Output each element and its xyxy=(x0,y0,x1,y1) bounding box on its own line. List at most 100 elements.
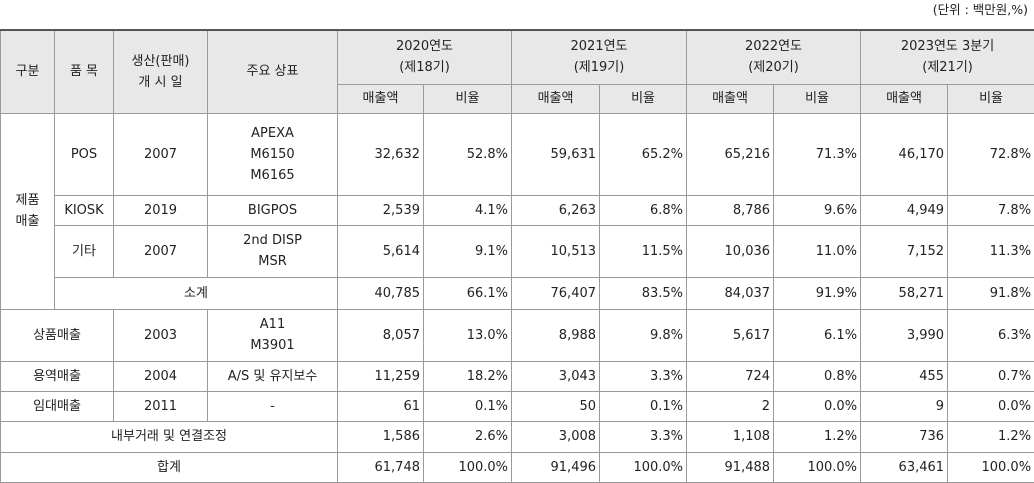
col-header-category: 구분 xyxy=(1,30,55,113)
table-row-goods: 상품매출 2003 A11 M3901 8,057 13.0% 8,988 9.… xyxy=(1,309,1034,361)
ratio-cell: 13.0% xyxy=(424,309,512,361)
group-label-line1: 제품 xyxy=(5,190,50,211)
ratio-cell: 72.8% xyxy=(948,113,1034,195)
sales-table: 구분 품 목 생산(판매) 개 시 일 주요 상표 2020연도 (제18기) … xyxy=(0,29,1034,483)
total-label: 합계 xyxy=(1,452,338,482)
sales-cell: 11,259 xyxy=(338,361,424,391)
sales-cell: 724 xyxy=(687,361,774,391)
ratio-cell: 3.3% xyxy=(600,361,687,391)
ratio-cell: 1.2% xyxy=(774,421,861,452)
sales-cell: 32,632 xyxy=(338,113,424,195)
year-header-2023-q3: 2023연도 3분기 (제21기) xyxy=(861,30,1034,84)
ratio-header: 비율 xyxy=(774,84,861,113)
ratio-cell: 0.1% xyxy=(600,391,687,421)
ratio-cell: 66.1% xyxy=(424,277,512,309)
ratio-cell: 9.6% xyxy=(774,195,861,225)
sales-cell: 1,108 xyxy=(687,421,774,452)
ratio-cell: 100.0% xyxy=(600,452,687,482)
sales-header: 매출액 xyxy=(687,84,774,113)
item-cell: POS xyxy=(55,113,114,195)
sales-cell: 3,008 xyxy=(512,421,600,452)
sales-cell: 5,614 xyxy=(338,225,424,277)
ratio-cell: 2.6% xyxy=(424,421,512,452)
brand-name: MSR xyxy=(212,251,333,272)
group-label-line2: 매출 xyxy=(5,211,50,232)
sales-cell: 5,617 xyxy=(687,309,774,361)
ratio-cell: 71.3% xyxy=(774,113,861,195)
category-cell: 용역매출 xyxy=(1,361,114,391)
ratio-cell: 65.2% xyxy=(600,113,687,195)
table-row-total: 합계 61,748 100.0% 91,496 100.0% 91,488 10… xyxy=(1,452,1034,482)
col-header-item: 품 목 xyxy=(55,30,114,113)
sales-cell: 61 xyxy=(338,391,424,421)
brand-cell: 2nd DISP MSR xyxy=(208,225,338,277)
subtotal-label: 소계 xyxy=(55,277,338,309)
sales-cell: 4,949 xyxy=(861,195,948,225)
ratio-cell: 100.0% xyxy=(774,452,861,482)
ratio-cell: 100.0% xyxy=(948,452,1034,482)
year-header-2021: 2021연도 (제19기) xyxy=(512,30,687,84)
sales-cell: 2,539 xyxy=(338,195,424,225)
sales-cell: 10,036 xyxy=(687,225,774,277)
sales-cell: 76,407 xyxy=(512,277,600,309)
brand-name: M6150 xyxy=(212,144,333,165)
sales-cell: 46,170 xyxy=(861,113,948,195)
table-row-etc: 기타 2007 2nd DISP MSR 5,614 9.1% 10,513 1… xyxy=(1,225,1034,277)
sales-header: 매출액 xyxy=(512,84,600,113)
sales-cell: 8,057 xyxy=(338,309,424,361)
launch-header-line1: 생산(판매) xyxy=(118,51,203,72)
ratio-cell: 11.0% xyxy=(774,225,861,277)
table-row-pos: 제품 매출 POS 2007 APEXA M6150 M6165 32,632 … xyxy=(1,113,1034,195)
sales-cell: 7,152 xyxy=(861,225,948,277)
sales-cell: 91,496 xyxy=(512,452,600,482)
ratio-cell: 1.2% xyxy=(948,421,1034,452)
ratio-cell: 6.8% xyxy=(600,195,687,225)
category-cell: 임대매출 xyxy=(1,391,114,421)
sales-header: 매출액 xyxy=(338,84,424,113)
category-cell: 상품매출 xyxy=(1,309,114,361)
ratio-cell: 0.7% xyxy=(948,361,1034,391)
item-cell: KIOSK xyxy=(55,195,114,225)
sales-cell: 6,263 xyxy=(512,195,600,225)
ratio-cell: 4.1% xyxy=(424,195,512,225)
launch-cell: 2019 xyxy=(114,195,208,225)
ratio-cell: 11.5% xyxy=(600,225,687,277)
sales-header: 매출액 xyxy=(861,84,948,113)
sales-cell: 59,631 xyxy=(512,113,600,195)
ratio-cell: 91.8% xyxy=(948,277,1034,309)
product-sales-group-cell: 제품 매출 xyxy=(1,113,55,309)
brand-cell: APEXA M6150 M6165 xyxy=(208,113,338,195)
launch-cell: 2003 xyxy=(114,309,208,361)
ratio-header: 비율 xyxy=(600,84,687,113)
ratio-cell: 11.3% xyxy=(948,225,1034,277)
sales-cell: 58,271 xyxy=(861,277,948,309)
sales-cell: 3,990 xyxy=(861,309,948,361)
period-label: (제19기) xyxy=(516,57,682,78)
period-label: (제18기) xyxy=(342,57,507,78)
brand-name: M6165 xyxy=(212,165,333,186)
adjustment-label: 내부거래 및 연결조정 xyxy=(1,421,338,452)
ratio-cell: 0.1% xyxy=(424,391,512,421)
ratio-cell: 3.3% xyxy=(600,421,687,452)
ratio-cell: 100.0% xyxy=(424,452,512,482)
sales-cell: 84,037 xyxy=(687,277,774,309)
launch-cell: 2007 xyxy=(114,113,208,195)
sales-cell: 50 xyxy=(512,391,600,421)
period-label: (제21기) xyxy=(865,57,1030,78)
ratio-cell: 0.8% xyxy=(774,361,861,391)
launch-header-line2: 개 시 일 xyxy=(118,72,203,93)
year-header-2020: 2020연도 (제18기) xyxy=(338,30,512,84)
brand-cell: A11 M3901 xyxy=(208,309,338,361)
brand-cell: A/S 및 유지보수 xyxy=(208,361,338,391)
ratio-cell: 0.0% xyxy=(948,391,1034,421)
year-label: 2021연도 xyxy=(516,36,682,57)
launch-cell: 2004 xyxy=(114,361,208,391)
brand-name: BIGPOS xyxy=(212,200,333,221)
sales-cell: 9 xyxy=(861,391,948,421)
table-row-adjustment: 내부거래 및 연결조정 1,586 2.6% 3,008 3.3% 1,108 … xyxy=(1,421,1034,452)
sales-cell: 455 xyxy=(861,361,948,391)
sales-cell: 40,785 xyxy=(338,277,424,309)
launch-cell: 2007 xyxy=(114,225,208,277)
ratio-cell: 0.0% xyxy=(774,391,861,421)
ratio-cell: 91.9% xyxy=(774,277,861,309)
